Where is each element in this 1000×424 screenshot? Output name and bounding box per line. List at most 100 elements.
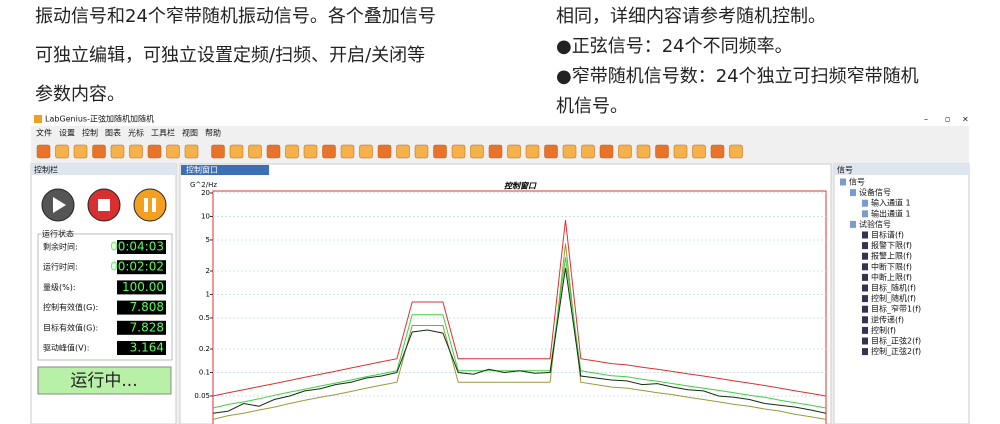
- y-tick-label: 0.1: [199, 368, 210, 376]
- toolbar-button[interactable]: [488, 144, 503, 159]
- toolbar-button[interactable]: [692, 144, 706, 159]
- tree-item[interactable]: 报警下限(f): [871, 240, 912, 250]
- minimize[interactable]: –: [924, 115, 928, 124]
- menu-item[interactable]: 帮助: [205, 128, 221, 138]
- toolbar-button[interactable]: [673, 144, 688, 159]
- stop-icon: [98, 199, 110, 211]
- paragraph-line: 机信号。: [556, 96, 628, 117]
- tree-item[interactable]: 信号: [849, 177, 865, 187]
- toolbar-button[interactable]: [729, 144, 743, 159]
- window-title: LabGenius-正弦加随机加随机: [45, 114, 154, 124]
- tree-icon: [862, 348, 868, 356]
- tree-item[interactable]: 输入通道 1: [871, 198, 911, 208]
- series-line: [213, 267, 826, 414]
- toolbar-button[interactable]: [618, 144, 632, 159]
- toolbar-button[interactable]: [248, 144, 262, 159]
- run-button[interactable]: [37, 366, 172, 395]
- plot-frame: [212, 190, 827, 424]
- toolbar-button[interactable]: [433, 144, 447, 159]
- tree-icon: [862, 295, 868, 303]
- menu-item[interactable]: 工具栏: [151, 128, 175, 138]
- tree-icon: [862, 305, 868, 313]
- toolbar-button[interactable]: [36, 144, 51, 159]
- toolbar-button[interactable]: [211, 144, 225, 159]
- menu-item[interactable]: 图表: [105, 128, 121, 138]
- tree-item[interactable]: 控制(f): [871, 325, 896, 335]
- tree-icon: [862, 252, 868, 260]
- toolbar-button[interactable]: [710, 144, 725, 159]
- tree-icon: [862, 284, 868, 292]
- toolbar-button[interactable]: [507, 144, 521, 159]
- tree-item[interactable]: 目标_正弦2(f): [871, 336, 921, 346]
- toolbar-button[interactable]: [73, 144, 88, 159]
- toolbar-button[interactable]: [303, 144, 318, 159]
- toolbar-button[interactable]: [599, 144, 614, 159]
- y-tick-label: 0.05: [194, 392, 210, 400]
- status-value: 00:02:02: [110, 260, 164, 274]
- toolbar-button[interactable]: [396, 144, 410, 159]
- toolbar-button[interactable]: [322, 144, 336, 159]
- pause-icon: [152, 198, 156, 212]
- tree-item[interactable]: 试验信号: [859, 219, 891, 229]
- toolbar-button[interactable]: [147, 144, 162, 159]
- status-label: 控制有效值(G):: [43, 302, 98, 312]
- tree-item[interactable]: 设备信号: [859, 187, 891, 197]
- plot-lines: [213, 219, 826, 420]
- tree-item[interactable]: 报警上限(f): [871, 251, 912, 261]
- tree-item[interactable]: 输出通道 1: [871, 208, 911, 218]
- toolbar-button[interactable]: [525, 144, 540, 159]
- tree-icon: [850, 220, 856, 228]
- y-tick-label: 0.5: [199, 314, 210, 322]
- tree-item[interactable]: 目标谱(f): [871, 230, 904, 240]
- toolbar-button[interactable]: [285, 144, 299, 159]
- toolbar-button[interactable]: [359, 144, 373, 159]
- maximize[interactable]: ▫: [945, 115, 950, 124]
- toolbar-button[interactable]: [55, 144, 69, 159]
- status-value: 7.828: [130, 320, 164, 334]
- tree-item[interactable]: 控制_正弦2(f): [871, 346, 921, 356]
- tree-item[interactable]: 逆传递(f): [871, 314, 904, 324]
- menu-item[interactable]: 设置: [59, 128, 75, 138]
- menu-item[interactable]: 文件: [36, 128, 52, 138]
- toolbar-button[interactable]: [266, 144, 281, 159]
- status-label: 目标有效值(G):: [43, 322, 98, 332]
- toolbar-button[interactable]: [544, 144, 558, 159]
- menu-item[interactable]: 控制: [82, 128, 98, 138]
- toolbar-button[interactable]: [92, 144, 106, 159]
- y-axis-label: G^2/Hz: [190, 181, 217, 189]
- pause-button[interactable]: [133, 188, 167, 222]
- toolbar-button[interactable]: [377, 144, 392, 159]
- toolbar-button[interactable]: [636, 144, 651, 159]
- status-label: 剩余时间:: [43, 242, 78, 252]
- y-tick-label: 0.2: [199, 345, 210, 353]
- series-line: [213, 219, 826, 397]
- tree-item[interactable]: 中断上限(f): [871, 272, 912, 282]
- toolbar-button[interactable]: [166, 144, 180, 159]
- tab[interactable]: [181, 165, 269, 175]
- menu-item[interactable]: 光标: [128, 128, 144, 138]
- toolbar-button[interactable]: [655, 144, 669, 159]
- tree-item[interactable]: 目标_随机(f): [871, 283, 916, 293]
- tree-icon: [862, 316, 868, 324]
- tree-item[interactable]: 目标_窄带1(f): [871, 304, 921, 314]
- toolbar-button[interactable]: [451, 144, 466, 159]
- signal-panel: [833, 163, 970, 424]
- toolbar-button[interactable]: [470, 144, 484, 159]
- toolbar-button[interactable]: [581, 144, 595, 159]
- tree-item[interactable]: 中断下限(f): [871, 261, 912, 271]
- panel-title: 信号: [837, 165, 853, 175]
- y-tick-label: 2: [206, 267, 210, 275]
- toolbar-button[interactable]: [562, 144, 577, 159]
- toolbar-button[interactable]: [129, 144, 143, 159]
- toolbar-button[interactable]: [414, 144, 429, 159]
- close[interactable]: ×: [962, 115, 969, 124]
- menu-item[interactable]: 视图: [182, 128, 198, 138]
- toolbar-button[interactable]: [229, 144, 244, 159]
- y-tick-label: 1: [206, 290, 210, 298]
- toolbar-button[interactable]: [110, 144, 125, 159]
- toolbar-button[interactable]: [184, 144, 199, 159]
- series-line: [213, 243, 826, 420]
- tree-item[interactable]: 控制_随机(f): [871, 293, 916, 303]
- toolbar-button[interactable]: [340, 144, 355, 159]
- y-tick-label: 10: [201, 212, 210, 220]
